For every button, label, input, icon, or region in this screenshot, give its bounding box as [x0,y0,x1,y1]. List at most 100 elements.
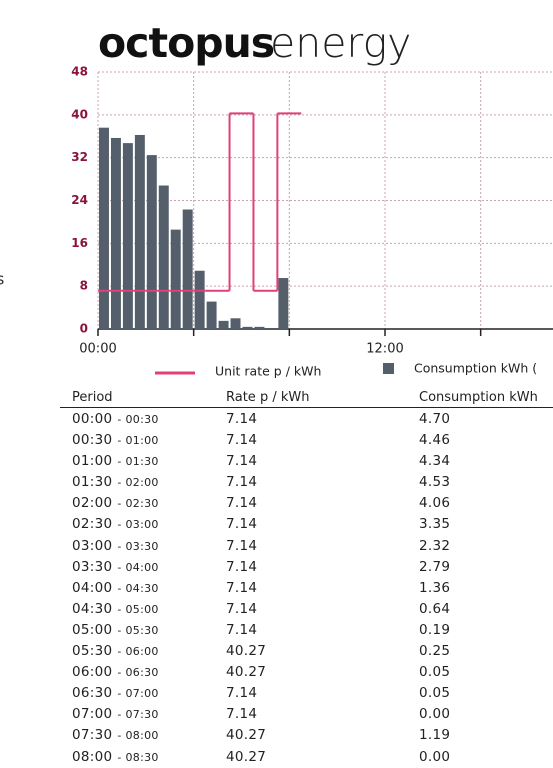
logo-bold: octopus [98,19,274,67]
rate-cell: 7.14 [226,558,258,575]
page: octopus energy s 0 8 16 24 32 40 48 00:00 12:00 U… [0,19,553,765]
period-end: - 00:30 [117,413,159,426]
table-row: 07:30 - 08:00 40.27 1.19 [60,725,553,746]
period-cell: 07:30 - 08:00 [72,727,159,743]
y-tick-label: 40 [71,107,88,121]
rate-cell: 40.27 [226,727,267,744]
y-tick-label: 48 [71,65,88,79]
side-text: s [0,270,4,289]
period-end: - 08:30 [117,750,159,764]
consumption-cell: 0.05 [419,664,451,681]
period-start: 00:30 [72,432,113,449]
period-end: - 03:30 [117,539,159,553]
period-cell: 03:00 - 03:30 [72,538,159,554]
bar [254,326,265,329]
rate-cell: 7.14 [226,621,258,638]
rate-cell: 7.14 [226,411,258,427]
period-cell: 00:30 - 01:00 [72,432,159,448]
bar [170,229,181,329]
period-start: 02:30 [72,516,113,533]
table-row: 07:00 - 07:30 7.14 0.00 [60,704,553,725]
table: Period Rate p / kWh Consumption kWh 00:00 - … [60,388,553,768]
period-cell: 05:00 - 05:30 [72,622,159,638]
period-end: - 02:00 [117,476,159,490]
period-end: - 03:00 [117,518,159,532]
consumption-cell: 2.79 [419,558,451,575]
period-start: 02:00 [72,495,113,512]
period-end: - 04:00 [117,560,159,574]
period-cell: 06:00 - 06:30 [72,664,159,680]
bar [158,185,169,329]
period-start: 01:00 [72,453,113,470]
period-cell: 03:30 - 04:00 [72,559,159,575]
logo-light: energy [270,19,411,67]
table-row: 05:00 - 05:30 7.14 0.19 [60,620,553,641]
period-cell: 04:30 - 05:00 [72,601,159,617]
y-tick-label: 24 [71,193,88,207]
period-cell: 01:00 - 01:30 [72,453,159,469]
period-cell: 01:30 - 02:00 [72,474,159,490]
table-header: Period Rate p / kWh Consumption kWh [60,388,553,408]
chart: octopus energy s 0 8 16 24 32 40 48 00:00 12:00 U… [0,19,553,379]
y-tick-label: 32 [71,150,88,164]
consumption-cell: 1.19 [419,727,451,744]
period-cell: 02:30 - 03:00 [72,516,159,532]
table-row: 05:30 - 06:00 40.27 0.25 [60,641,553,662]
consumption-cell: 4.70 [419,411,451,427]
header-cell: Consumption kWh [419,390,538,405]
y-tick-label: 0 [80,322,88,336]
period-end: - 06:30 [117,666,159,680]
bar [110,137,121,329]
period-end: - 01:00 [117,434,159,448]
bar [206,301,217,329]
consumption-cell: 0.19 [419,621,451,638]
rate-cell: 7.14 [226,432,258,449]
consumption-cell: 1.36 [419,579,451,596]
consumption-cell: 3.35 [419,516,451,533]
legend-swatch [383,363,394,374]
period-end: - 02:30 [117,497,159,511]
period-end: - 06:00 [117,645,159,659]
table-row: 03:30 - 04:00 7.14 2.79 [60,557,553,578]
consumption-cell: 0.64 [419,600,451,617]
table-row: 02:00 - 02:30 7.14 4.06 [60,493,553,514]
bar [182,209,193,329]
consumption-cell: 0.05 [419,685,451,702]
rate-cell: 7.14 [226,579,258,596]
rate-cell: 7.14 [226,516,258,533]
rate-cell: 7.14 [226,453,258,470]
period-start: 01:30 [72,474,113,491]
period-end: - 08:00 [117,729,159,743]
period-end: - 01:30 [117,455,159,469]
table-row: 06:00 - 06:30 40.27 0.05 [60,662,553,683]
period-start: 05:00 [72,621,113,638]
bar [278,278,289,329]
rate-cell: 40.27 [226,664,267,681]
bar [230,318,241,329]
bar [99,127,109,329]
table-row: 03:00 - 03:30 7.14 2.32 [60,536,553,557]
table-row: 04:30 - 05:00 7.14 0.64 [60,599,553,620]
period-start: 04:30 [72,600,113,617]
table-row: 06:30 - 07:00 7.14 0.05 [60,683,553,704]
y-tick-label: 8 [80,279,88,293]
x-tick-label: 00:00 [79,342,116,357]
header-cell: Rate p / kWh [226,390,310,405]
period-start: 06:00 [72,664,113,681]
consumption-cell: 4.34 [419,453,451,470]
consumption-cell: 4.53 [419,474,451,491]
period-cell: 00:00 - 00:30 [72,411,159,427]
rate-cell: 7.14 [226,706,258,723]
consumption-cell: 4.06 [419,495,451,512]
table-row: 00:30 - 01:00 7.14 4.46 [60,430,553,451]
period-start: 08:00 [72,748,113,765]
period-cell: 05:30 - 06:00 [72,643,159,659]
table-row: 02:30 - 03:00 7.14 3.35 [60,514,553,535]
period-start: 05:30 [72,643,113,660]
consumption-cell: 4.46 [419,432,451,449]
rate-cell: 7.14 [226,474,258,491]
rate-cell: 40.27 [226,748,267,765]
period-start: 00:00 [72,411,113,427]
period-cell: 02:00 - 02:30 [72,495,159,511]
period-end: - 05:00 [117,602,159,616]
